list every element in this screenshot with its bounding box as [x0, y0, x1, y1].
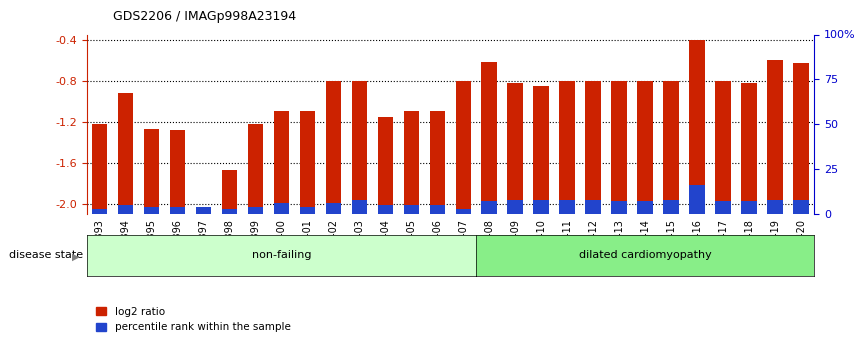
Bar: [118, 205, 133, 214]
Bar: [456, 81, 471, 214]
Bar: [533, 86, 549, 214]
Text: ▶: ▶: [72, 252, 80, 262]
Text: dilated cardiomyopathy: dilated cardiomyopathy: [578, 250, 712, 260]
Bar: [559, 81, 575, 214]
Bar: [248, 124, 263, 214]
Bar: [611, 201, 627, 214]
Bar: [170, 207, 185, 214]
Bar: [326, 81, 341, 214]
Text: non-failing: non-failing: [252, 250, 311, 260]
Bar: [378, 117, 393, 214]
Bar: [196, 208, 211, 214]
Bar: [741, 201, 757, 214]
Bar: [274, 111, 289, 214]
Text: disease state: disease state: [9, 250, 83, 260]
Bar: [92, 208, 107, 214]
Bar: [689, 40, 705, 214]
Bar: [767, 199, 783, 214]
Bar: [637, 201, 653, 214]
Bar: [92, 124, 107, 214]
Bar: [793, 63, 809, 214]
Bar: [352, 81, 367, 214]
Bar: [378, 205, 393, 214]
Bar: [663, 199, 679, 214]
Bar: [715, 201, 731, 214]
Bar: [326, 203, 341, 214]
Bar: [481, 201, 497, 214]
Bar: [637, 81, 653, 214]
Bar: [300, 207, 315, 214]
Bar: [456, 208, 471, 214]
Bar: [533, 199, 549, 214]
Bar: [170, 130, 185, 214]
Bar: [118, 93, 133, 214]
Bar: [663, 81, 679, 214]
Bar: [585, 199, 601, 214]
Bar: [507, 199, 523, 214]
Bar: [144, 129, 159, 214]
Bar: [404, 205, 419, 214]
Bar: [767, 60, 783, 214]
Bar: [430, 111, 445, 214]
Bar: [689, 185, 705, 214]
Bar: [274, 203, 289, 214]
Bar: [196, 207, 211, 214]
Text: GDS2206 / IMAGp998A23194: GDS2206 / IMAGp998A23194: [113, 10, 295, 23]
Bar: [481, 62, 497, 214]
Bar: [222, 170, 237, 214]
Bar: [300, 111, 315, 214]
Bar: [559, 199, 575, 214]
Bar: [611, 81, 627, 214]
Bar: [507, 83, 523, 214]
Legend: log2 ratio, percentile rank within the sample: log2 ratio, percentile rank within the s…: [92, 303, 294, 336]
Bar: [404, 111, 419, 214]
Bar: [248, 207, 263, 214]
Bar: [430, 205, 445, 214]
Bar: [585, 81, 601, 214]
Bar: [352, 199, 367, 214]
Bar: [793, 199, 809, 214]
Bar: [222, 208, 237, 214]
Bar: [144, 207, 159, 214]
Bar: [741, 83, 757, 214]
Bar: [715, 81, 731, 214]
